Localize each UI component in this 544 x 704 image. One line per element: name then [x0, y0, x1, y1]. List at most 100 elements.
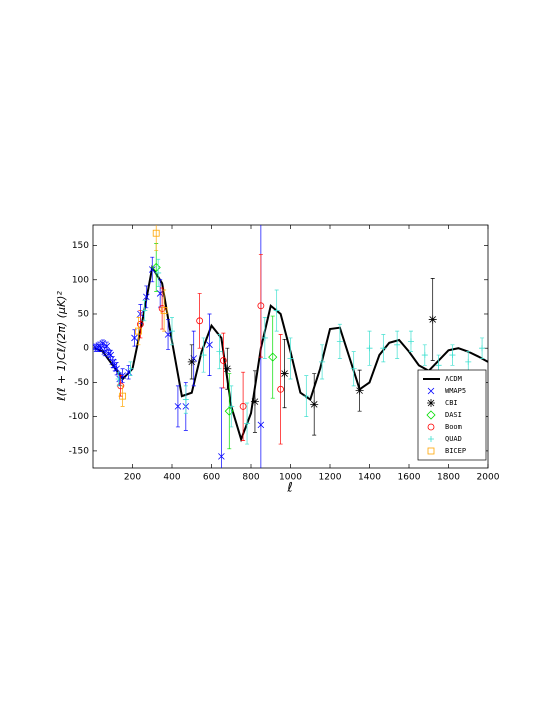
marker — [310, 400, 319, 409]
marker — [428, 436, 434, 442]
y-tick-label: 50 — [78, 309, 90, 319]
marker — [99, 340, 107, 347]
marker — [219, 357, 227, 364]
legend: ΛCDM WMAP5 CBI DASI Boom QUAD BICEP — [417, 369, 487, 461]
error-bar — [160, 287, 165, 330]
error-bar — [241, 371, 246, 441]
x-tick-label: 400 — [163, 473, 180, 483]
marker — [103, 342, 111, 350]
legend-label: WMAP5 — [445, 387, 466, 395]
marker — [223, 364, 232, 373]
error-bar — [120, 385, 125, 407]
marker — [250, 397, 259, 406]
plot — [93, 225, 488, 468]
legend-label: ΛCDM — [445, 375, 462, 383]
marker — [479, 345, 486, 352]
legend-label: QUAD — [445, 435, 462, 443]
y-tick-label: -100 — [69, 412, 90, 422]
x-tick-label: 1800 — [437, 473, 460, 483]
error-bar — [154, 225, 159, 251]
x-tick-label: 800 — [242, 473, 259, 483]
error-bar — [136, 317, 141, 346]
marker — [206, 341, 213, 349]
y-tick-label: 0 — [83, 344, 89, 354]
marker — [239, 402, 247, 410]
marker — [135, 327, 142, 335]
marker — [224, 406, 234, 416]
error-bar — [197, 293, 202, 349]
marker — [152, 229, 160, 237]
marker — [160, 307, 168, 314]
error-bar — [221, 332, 226, 389]
marker — [435, 362, 442, 369]
legend-box — [417, 369, 487, 461]
y-tick-label: -150 — [69, 446, 90, 456]
marker — [257, 421, 265, 429]
y-tick-label: 100 — [72, 275, 89, 285]
marker — [427, 399, 435, 407]
y-tick-label: 150 — [72, 241, 89, 251]
marker — [380, 345, 387, 352]
marker — [427, 423, 435, 431]
legend-label: Boom — [445, 423, 462, 431]
marker — [113, 365, 120, 373]
marker — [218, 453, 225, 460]
marker — [268, 352, 278, 362]
marker — [196, 317, 204, 325]
marker — [136, 320, 144, 328]
marker — [394, 341, 401, 348]
marker — [244, 420, 251, 427]
marker — [115, 376, 122, 383]
marker — [449, 352, 456, 359]
marker — [355, 386, 364, 395]
marker — [228, 403, 235, 410]
error-bar — [270, 315, 275, 399]
marker — [427, 447, 435, 455]
marker — [148, 266, 156, 273]
marker — [427, 387, 435, 395]
x-tick-label: 1200 — [319, 473, 342, 483]
y-axis-label: ℓ(ℓ + 1)Cℓ/(2π) (μK)² — [55, 291, 68, 402]
marker — [261, 334, 268, 341]
marker — [169, 328, 175, 335]
legend-label: BICEP — [445, 447, 466, 455]
marker — [350, 365, 357, 372]
marker — [141, 307, 148, 314]
y-tick-label: -50 — [74, 378, 89, 388]
marker — [273, 307, 280, 314]
marker — [303, 393, 310, 400]
x-tick-label: 200 — [124, 473, 141, 483]
legend-label: DASI — [445, 411, 462, 419]
x-tick-label: 1600 — [398, 473, 421, 483]
marker — [426, 410, 436, 420]
marker — [119, 392, 127, 400]
marker — [151, 262, 161, 273]
marker — [465, 358, 472, 365]
marker — [174, 403, 182, 410]
marker — [407, 338, 414, 345]
marker — [127, 365, 134, 372]
error-bar — [162, 289, 167, 332]
marker — [277, 385, 285, 393]
marker — [257, 302, 265, 310]
marker — [131, 334, 138, 342]
error-bar — [278, 334, 283, 445]
marker — [287, 355, 294, 362]
marker — [164, 331, 172, 338]
legend-label: CBI — [445, 399, 458, 407]
marker — [200, 352, 207, 359]
x-axis-label: ℓ — [286, 481, 292, 496]
error-bar — [258, 254, 263, 358]
marker — [336, 338, 343, 345]
marker — [216, 348, 223, 355]
x-tick-label: 1400 — [358, 473, 381, 483]
marker — [319, 358, 326, 365]
marker — [155, 269, 162, 276]
marker — [182, 396, 189, 403]
marker — [421, 352, 428, 359]
x-tick-label: 600 — [203, 473, 220, 483]
marker — [143, 293, 150, 301]
marker — [366, 345, 373, 352]
